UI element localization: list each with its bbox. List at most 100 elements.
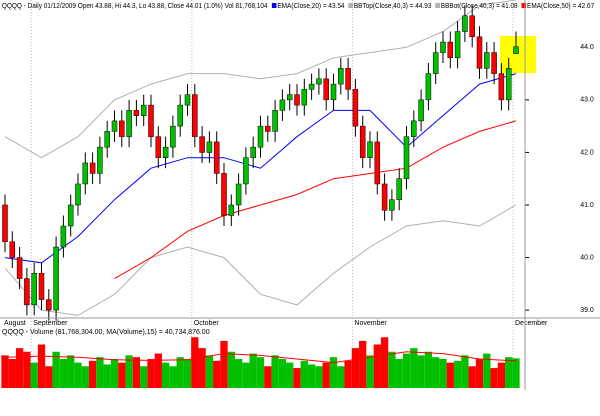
candle-body — [484, 52, 490, 69]
volume-bar — [366, 355, 374, 388]
candle-body — [199, 136, 205, 153]
volume-bar — [45, 366, 53, 388]
y-tick-label: 40.0 — [580, 254, 594, 261]
candle-body — [440, 41, 446, 53]
volume-bar — [373, 344, 381, 388]
candle-body — [469, 15, 475, 38]
overlay-line — [4, 0, 517, 159]
legend-label: BBTop(Close,40,3) = 44.93 — [354, 3, 432, 10]
candle-body — [75, 183, 81, 206]
highlight-box — [500, 36, 536, 73]
volume-bar — [220, 340, 228, 388]
candle-body — [213, 141, 220, 174]
volume-bar — [344, 360, 352, 388]
candle-body — [447, 41, 454, 59]
volume-bar — [380, 337, 389, 388]
volume-bar — [351, 348, 360, 388]
volume-bar — [1, 355, 9, 388]
candle-body — [221, 173, 227, 216]
x-tick-label: December — [515, 320, 548, 327]
volume-bar — [205, 355, 214, 388]
volume-bar — [446, 362, 454, 388]
chart-title: QQQQ - Daily 01/12/2009 Open 43.88, Hi 4… — [2, 3, 268, 10]
candle-body — [403, 136, 410, 179]
volume-bar — [264, 366, 272, 388]
candle-body — [67, 204, 74, 227]
candle-body — [352, 89, 359, 127]
volume-bar — [475, 359, 484, 388]
volume-bar — [242, 362, 250, 388]
candle-body — [476, 36, 483, 69]
x-tick-label: September — [33, 320, 68, 327]
volume-ma-line — [4, 351, 517, 364]
candle-body — [381, 183, 388, 211]
candle-body — [294, 94, 300, 106]
header: QQQQ - Daily 01/12/2009 Open 43.88, Hi 4… — [2, 3, 595, 10]
candle-body — [148, 104, 154, 137]
candle-body — [498, 73, 505, 101]
candle-body — [338, 68, 344, 85]
volume-bar — [315, 366, 323, 388]
volume-bar — [402, 353, 411, 388]
volume-bar — [161, 362, 170, 388]
candle-body — [97, 146, 103, 174]
volume-bar — [249, 353, 257, 388]
candle-body — [119, 120, 125, 137]
volume-bar — [8, 359, 16, 388]
candle-body — [133, 110, 140, 116]
candle-body — [2, 204, 8, 243]
overlay-line — [4, 73, 517, 264]
volume-bar — [125, 355, 133, 388]
y-tick-label: 42.0 — [580, 149, 594, 156]
candle-body — [38, 273, 45, 300]
candle-body — [316, 78, 322, 85]
volume-bar — [278, 359, 287, 388]
candle-body — [89, 162, 96, 174]
volume-bar — [23, 351, 31, 388]
legend-swatch — [435, 3, 440, 8]
volume-bar — [74, 362, 82, 388]
candle-body — [9, 241, 16, 258]
volume-bar — [213, 360, 221, 388]
candle-body — [432, 52, 439, 74]
candle-body — [192, 94, 198, 137]
candle-body — [104, 131, 110, 148]
volume-bar — [176, 357, 184, 388]
volume-bar — [88, 360, 97, 388]
volume-panel: QQQQ - Volume (81,768,304.00, MA(Volume)… — [1, 329, 520, 388]
y-tick-label: 39.0 — [580, 307, 594, 314]
candle-body — [454, 31, 461, 59]
volume-bar — [395, 359, 403, 388]
volume-bar — [52, 351, 60, 388]
candle-body — [345, 68, 351, 90]
legend-swatch — [271, 3, 277, 8]
volume-bar — [359, 340, 367, 388]
overlay-line — [114, 120, 517, 280]
volume-bar — [439, 359, 447, 388]
volume-bar — [132, 357, 141, 388]
candle-body — [513, 46, 519, 54]
volume-bar — [322, 362, 330, 388]
volume-bar — [37, 344, 46, 388]
price-panel: 39.0 40.0 41.0 42.0 43.0 44.0 August September O… — [4, 0, 594, 390]
volume-bar — [256, 357, 265, 388]
volume-bar — [59, 359, 68, 388]
candle-body — [162, 146, 169, 158]
candle-body — [286, 94, 293, 101]
candle-body — [235, 183, 242, 206]
candle-body — [396, 178, 402, 200]
y-tick-label: 43.0 — [580, 97, 594, 104]
y-tick-label: 44.0 — [580, 44, 594, 51]
volume-bar — [329, 357, 338, 388]
volume-bar — [103, 364, 111, 388]
candle-body — [16, 257, 23, 279]
volume-bar — [497, 362, 506, 388]
volume-bar — [234, 359, 243, 388]
volume-bar — [468, 366, 476, 388]
volume-title: QQQQ - Volume (81,768,304.00, MA(Volume)… — [2, 329, 210, 336]
candle-body — [418, 99, 424, 122]
volume-bar — [67, 355, 75, 388]
volume-bar — [183, 359, 192, 388]
candle-body — [60, 225, 67, 248]
